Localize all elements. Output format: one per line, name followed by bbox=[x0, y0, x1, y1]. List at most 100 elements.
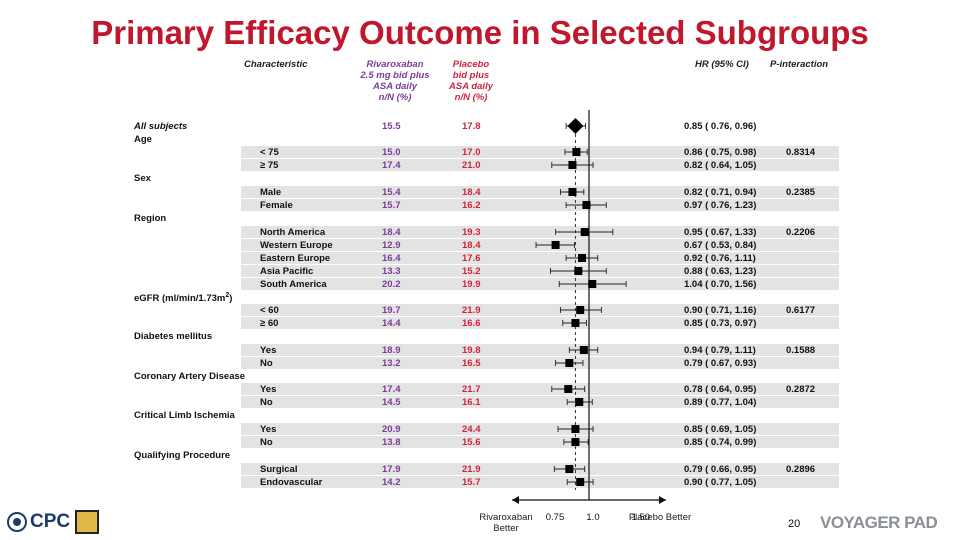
subgroup-label-text: Surgical bbox=[260, 464, 298, 475]
subgroup-label: No bbox=[260, 437, 273, 448]
rivaroxaban-rate: 17.4 bbox=[382, 384, 401, 395]
point-estimate bbox=[564, 385, 573, 393]
hazard-ratio-text: 0.85 ( 0.73, 0.97) bbox=[684, 318, 757, 329]
subgroup-label: North America bbox=[260, 227, 325, 238]
rivaroxaban-rate: 13.2 bbox=[382, 358, 401, 369]
point-estimate bbox=[571, 425, 580, 433]
subgroup-label: Surgical bbox=[260, 464, 298, 475]
subgroup-label: < 75 bbox=[260, 147, 279, 158]
x-tick-label: 1.0 bbox=[586, 512, 599, 523]
placebo-rate: 15.6 bbox=[462, 437, 481, 448]
subgroup-label-text: No bbox=[260, 437, 273, 448]
subgroup-label: Eastern Europe bbox=[260, 253, 330, 264]
rivaroxaban-rate: 13.8 bbox=[382, 437, 401, 448]
placebo-rate: 16.5 bbox=[462, 358, 481, 369]
right-direction-label: Placebo Better bbox=[628, 512, 692, 523]
placebo-rate: 19.3 bbox=[462, 227, 481, 238]
rivaroxaban-rate: 14.2 bbox=[382, 477, 401, 488]
row-stripe bbox=[241, 304, 839, 316]
subgroup-label-text: Sex bbox=[134, 173, 151, 184]
point-estimate bbox=[579, 346, 588, 354]
subgroup-category-label: Diabetes mellitus bbox=[134, 331, 212, 342]
subgroup-label-text: < 60 bbox=[260, 305, 279, 316]
point-estimate bbox=[575, 398, 584, 406]
hazard-ratio-text: 0.79 ( 0.66, 0.95) bbox=[684, 464, 757, 475]
subgroup-label: ≥ 60 bbox=[260, 318, 278, 329]
subgroup-category-label: eGFR (ml/min/1.73m2) bbox=[134, 292, 232, 304]
subgroup-category-label: Critical Limb Ischemia bbox=[134, 410, 235, 421]
placebo-rate: 15.7 bbox=[462, 477, 481, 488]
row-stripe bbox=[241, 252, 839, 264]
voyager-pad-logo: VOYAGER PAD bbox=[820, 513, 938, 532]
placebo-rate: 18.4 bbox=[462, 187, 481, 198]
hazard-ratio-text: 0.89 ( 0.77, 1.04) bbox=[684, 397, 757, 408]
hazard-ratio-text: 0.78 ( 0.64, 0.95) bbox=[684, 384, 757, 395]
hazard-ratio-text: 0.79 ( 0.67, 0.93) bbox=[684, 358, 757, 369]
row-stripe bbox=[241, 317, 839, 329]
subgroup-label-text: No bbox=[260, 397, 273, 408]
placebo-rate: 17.0 bbox=[462, 147, 481, 158]
subgroup-label: Endovascular bbox=[260, 477, 322, 488]
point-estimate bbox=[582, 201, 591, 209]
cpc-logo: CPC bbox=[6, 510, 100, 534]
row-stripe bbox=[241, 436, 839, 448]
p-interaction-value: 0.8314 bbox=[786, 147, 816, 158]
row-stripe bbox=[241, 226, 839, 238]
point-estimate bbox=[565, 359, 574, 367]
row-stripe bbox=[241, 344, 839, 356]
p-interaction-value: 0.2872 bbox=[786, 384, 816, 395]
subgroup-label-text: Coronary Artery Disease bbox=[134, 371, 246, 382]
cpc-logo-text: CPC bbox=[30, 511, 71, 532]
hazard-ratio-text: 0.97 ( 0.76, 1.23) bbox=[684, 200, 757, 211]
subgroup-label: Female bbox=[260, 200, 293, 211]
placebo-rate: 18.4 bbox=[462, 240, 481, 251]
row-stripe bbox=[241, 463, 839, 475]
subgroup-label-text: Yes bbox=[260, 384, 277, 395]
point-estimate bbox=[571, 438, 580, 446]
placebo-rate: 17.8 bbox=[462, 121, 481, 132]
row-stripe bbox=[241, 396, 839, 408]
subgroup-category-label: Sex bbox=[134, 173, 151, 184]
point-estimate bbox=[576, 478, 585, 486]
row-stripe bbox=[241, 159, 839, 171]
subgroup-label: Male bbox=[260, 187, 281, 198]
slide-title: Primary Efficacy Outcome in Selected Sub… bbox=[91, 14, 869, 51]
subgroup-label-text: Female bbox=[260, 200, 293, 211]
point-estimate bbox=[576, 306, 585, 314]
rivaroxaban-rate: 17.9 bbox=[382, 464, 401, 475]
placebo-rate: 16.1 bbox=[462, 397, 481, 408]
subgroup-label: No bbox=[260, 358, 273, 369]
hazard-ratio-text: 0.94 ( 0.79, 1.11) bbox=[684, 345, 756, 356]
subgroup-category-label: Qualifying Procedure bbox=[134, 450, 230, 461]
hazard-ratio-text: 0.86 ( 0.75, 0.98) bbox=[684, 147, 757, 158]
rivaroxaban-rate: 20.2 bbox=[382, 279, 401, 290]
subgroup-label-text: ≥ 75 bbox=[260, 160, 279, 171]
subgroup-label-text: Yes bbox=[260, 424, 277, 435]
superscript: 2 bbox=[225, 292, 230, 299]
subgroup-label: Yes bbox=[260, 345, 276, 356]
row-stripe bbox=[241, 265, 839, 277]
placebo-rate: 21.0 bbox=[462, 160, 481, 171]
right-arrow-icon bbox=[659, 496, 666, 504]
subgroup-label: Yes bbox=[260, 424, 276, 435]
row-stripe bbox=[241, 357, 839, 369]
hazard-ratio-text: 0.95 ( 0.67, 1.33) bbox=[684, 227, 757, 238]
placebo-rate: 21.7 bbox=[462, 384, 481, 395]
subgroup-label-text: Endovascular bbox=[260, 477, 323, 488]
subgroup-label-text: < 75 bbox=[260, 147, 279, 158]
rivaroxaban-rate: 18.4 bbox=[382, 227, 401, 238]
placebo-rate: 21.9 bbox=[462, 305, 481, 316]
subgroup-label: < 60 bbox=[260, 305, 279, 316]
subgroup-label-text: Region bbox=[134, 213, 167, 224]
subgroup-label-text: eGFR (ml/min/1.73m bbox=[134, 293, 226, 305]
subgroup-label-text: Western Europe bbox=[260, 240, 333, 251]
placebo-rate: 21.9 bbox=[462, 464, 481, 475]
subgroup-label: Asia Pacific bbox=[260, 266, 313, 277]
subgroup-label-text: All subjects bbox=[134, 121, 188, 132]
rivaroxaban-rate: 17.4 bbox=[382, 160, 401, 171]
subgroup-label-text: Diabetes mellitus bbox=[134, 331, 213, 342]
subgroup-label: Western Europe bbox=[260, 240, 333, 251]
subgroup-label: South America bbox=[260, 279, 327, 290]
subgroup-label: ≥ 75 bbox=[260, 160, 278, 171]
